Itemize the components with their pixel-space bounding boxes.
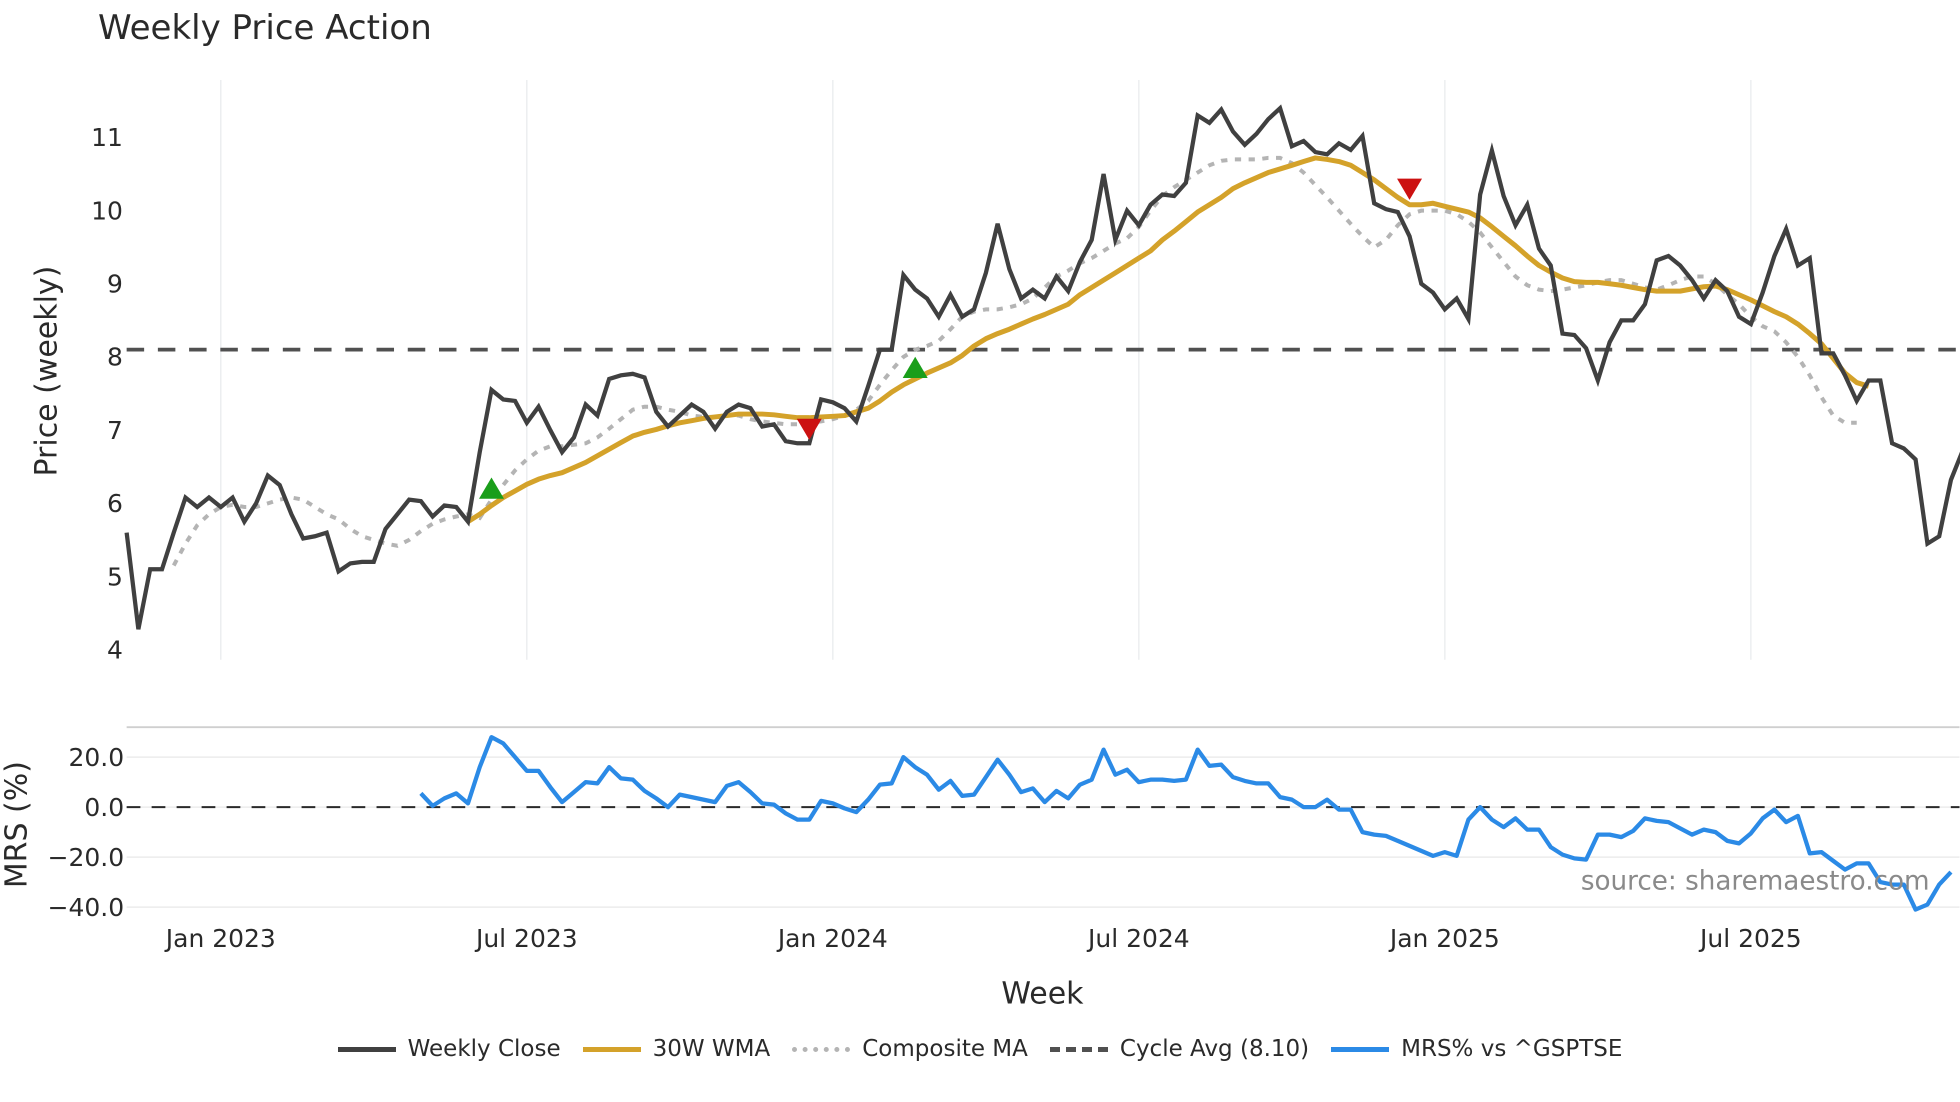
legend-label: MRS% vs ^GSPTSE xyxy=(1401,1036,1623,1062)
price-gridlines xyxy=(220,79,1752,660)
composite-ma-line xyxy=(171,155,1857,567)
legend-label: Composite MA xyxy=(862,1036,1028,1062)
x-tick-label: Jan 2023 xyxy=(164,924,276,953)
y-tick-label: 9 xyxy=(107,270,123,299)
signal-markers xyxy=(479,178,1423,499)
price-y-axis: 4 5 6 7 8 9 10 11 xyxy=(91,123,123,664)
legend-label: Cycle Avg (8.10) xyxy=(1119,1036,1310,1062)
y-tick-label: 8 xyxy=(107,343,123,372)
mrs-y-axis: −40.0 −20.0 0.0 20.0 xyxy=(48,743,125,922)
x-tick-label: Jul 2024 xyxy=(1086,924,1190,953)
sell-signal-icon xyxy=(796,418,822,440)
x-tick-label: Jul 2025 xyxy=(1698,924,1802,953)
legend-item-cycle-avg[interactable]: Cycle Avg (8.10) xyxy=(1049,1036,1310,1062)
x-tick-label: Jan 2024 xyxy=(776,924,888,953)
legend-item-composite-ma[interactable]: Composite MA xyxy=(792,1036,1028,1062)
mrs-y-tick-label: 20.0 xyxy=(69,743,125,772)
chart-title: Weekly Price Action xyxy=(98,8,432,48)
legend: Weekly Close 30W WMA Composite MA Cycle … xyxy=(0,1036,1960,1062)
legend-label: Weekly Close xyxy=(407,1036,561,1062)
y-tick-label: 5 xyxy=(107,562,123,591)
legend-label: 30W WMA xyxy=(652,1036,771,1062)
x-tick-label: Jan 2025 xyxy=(1388,924,1500,953)
sell-signal-icon xyxy=(1397,178,1423,200)
y-tick-label: 4 xyxy=(107,635,123,664)
wma-30w-line xyxy=(466,155,1870,524)
source-note: source: sharemaestro.com xyxy=(1581,867,1930,897)
buy-signal-icon xyxy=(902,356,928,378)
y-tick-label: 7 xyxy=(107,416,123,445)
y-tick-label: 6 xyxy=(107,489,123,518)
legend-item-30w-wma[interactable]: 30W WMA xyxy=(582,1036,771,1062)
x-axis-label: Week xyxy=(1001,976,1084,1011)
x-tick-label: Jul 2023 xyxy=(474,924,578,953)
legend-swatch-cycle-avg xyxy=(1049,1046,1108,1052)
mrs-y-tick-label: −40.0 xyxy=(48,893,125,922)
legend-item-weekly-close[interactable]: Weekly Close xyxy=(337,1036,561,1062)
legend-swatch-composite-ma xyxy=(792,1046,851,1052)
legend-swatch-30w-wma xyxy=(582,1046,641,1052)
legend-swatch-mrs xyxy=(1331,1046,1390,1052)
mrs-y-tick-label: 0.0 xyxy=(84,793,124,822)
buy-signal-icon xyxy=(479,477,504,499)
y-tick-label: 10 xyxy=(91,196,123,225)
price-y-label: Price (weekly) xyxy=(30,266,65,477)
y-tick-label: 11 xyxy=(91,123,123,152)
x-axis: Jan 2023 Jul 2023 Jan 2024 Jul 2024 Jan 2025… xyxy=(164,924,1802,953)
legend-item-mrs[interactable]: MRS% vs ^GSPTSE xyxy=(1331,1036,1622,1062)
legend-swatch-weekly-close xyxy=(337,1046,396,1052)
mrs-line xyxy=(419,735,1953,912)
weekly-close-line xyxy=(124,104,1960,630)
mrs-y-tick-label: −20.0 xyxy=(48,843,125,872)
mrs-y-label: MRS (%) xyxy=(0,761,35,888)
